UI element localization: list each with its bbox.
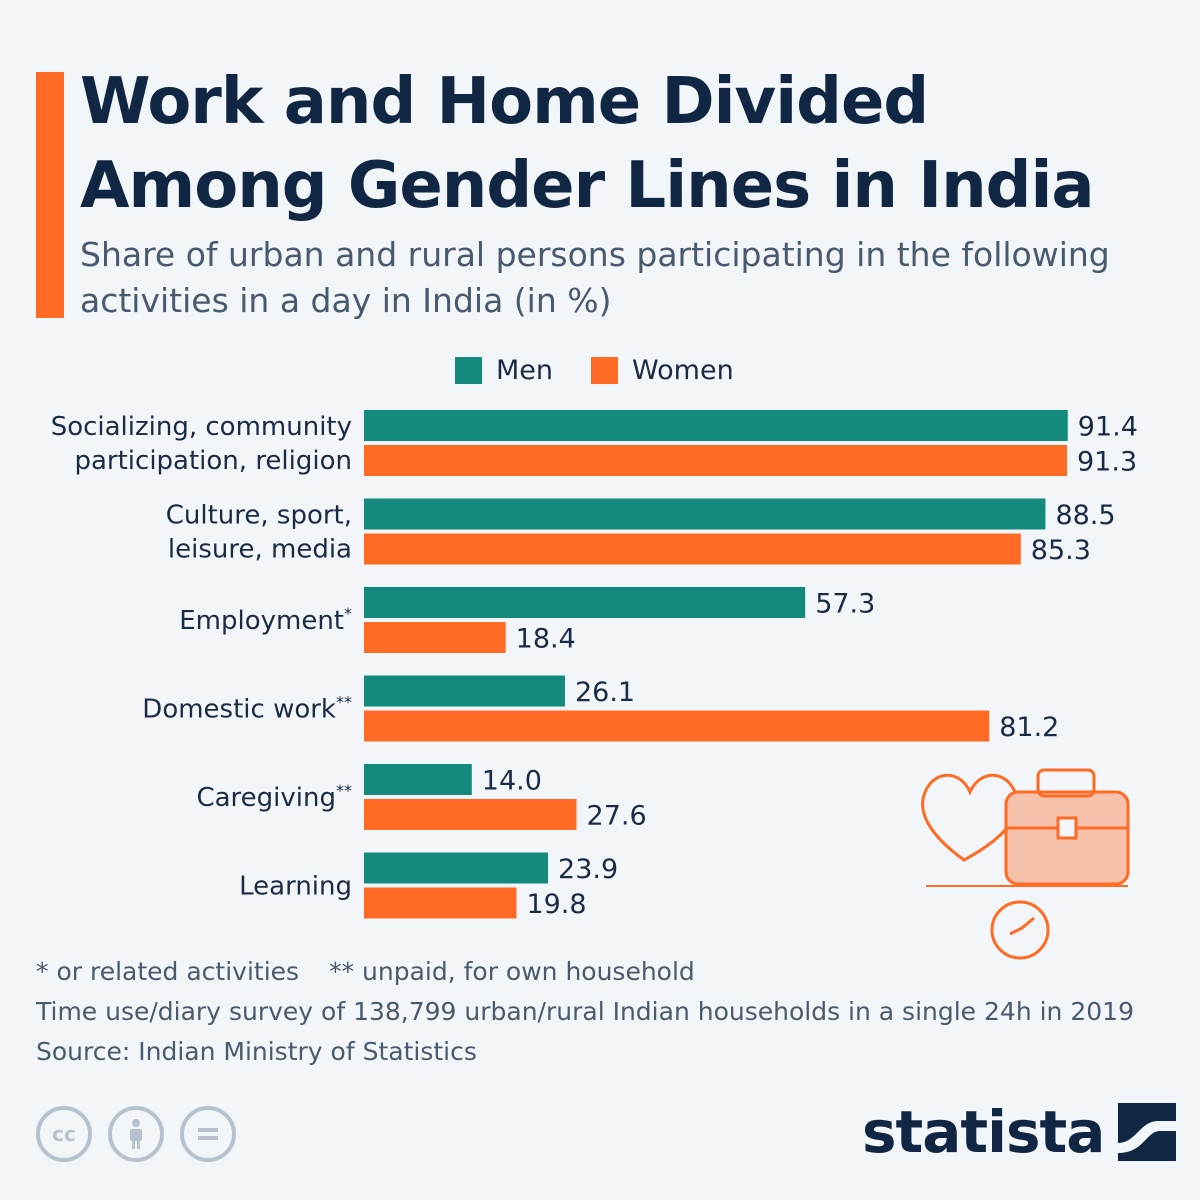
chart-title: Work and Home Divided Among Gender Lines… — [80, 65, 1095, 223]
bar-men — [364, 852, 549, 884]
legend-item-men: Men — [455, 355, 553, 386]
footnote-double-asterisk: ** unpaid, for own household — [329, 957, 695, 986]
value-label-women: 91.3 — [1077, 447, 1137, 478]
footnote-line-1: * or related activities ** unpaid, for ow… — [36, 952, 1186, 992]
value-label-women: 85.3 — [1031, 535, 1091, 566]
value-label-men: 88.5 — [1055, 500, 1115, 531]
footnotes: * or related activities ** unpaid, for ow… — [36, 952, 1186, 1072]
source-note: Source: Indian Ministry of Statistics — [36, 1037, 477, 1066]
category-label: Culture, sport, leisure, media — [166, 501, 352, 565]
bar-chart: Socializing, community participation, rel… — [51, 410, 1138, 920]
bar-women — [364, 533, 1021, 565]
bar-women — [364, 445, 1068, 476]
legend-item-women: Women — [591, 355, 734, 386]
title-accent-bar — [36, 72, 64, 318]
category-label: Domestic work** — [142, 693, 352, 725]
bar-men — [364, 587, 806, 618]
bar-women — [364, 710, 990, 742]
bar-women — [364, 887, 517, 919]
care-work-illustration-icon — [921, 768, 1130, 960]
value-label-men: 23.9 — [558, 854, 618, 885]
bar-men — [364, 498, 1046, 530]
statista-mark-icon — [1118, 1103, 1177, 1161]
no-derivatives-icon[interactable] — [180, 1106, 236, 1162]
value-label-men: 91.4 — [1078, 412, 1138, 443]
legend-swatch-men — [455, 356, 482, 384]
value-label-women: 19.8 — [526, 889, 586, 920]
category-label: Employment* — [179, 604, 352, 636]
value-label-men: 57.3 — [815, 589, 875, 620]
category-label: Learning — [239, 872, 352, 902]
brand-wordmark: statista — [862, 1098, 1105, 1166]
value-label-men: 14.0 — [482, 766, 542, 797]
legend-swatch-women — [591, 356, 619, 384]
category-label: Socializing, community participation, rel… — [51, 412, 352, 476]
survey-note: Time use/diary survey of 138,799 urban/r… — [36, 997, 1134, 1026]
footnote-asterisk: * or related activities — [36, 957, 300, 986]
bar-men — [364, 675, 565, 707]
bar-women — [364, 622, 506, 653]
value-label-women: 81.2 — [999, 712, 1059, 743]
legend-label-men: Men — [496, 354, 554, 386]
cc-icon[interactable]: cc — [36, 1106, 92, 1162]
legend-label-women: Women — [632, 354, 734, 386]
value-label-men: 26.1 — [575, 677, 635, 708]
attribution-icon[interactable] — [108, 1106, 164, 1162]
bar-men — [364, 764, 472, 795]
chart-subtitle: Share of urban and rural persons partici… — [80, 235, 1110, 320]
value-label-women: 27.6 — [587, 801, 647, 832]
legend: Men Women — [455, 352, 772, 388]
license-icons[interactable]: cc — [36, 1106, 252, 1162]
statista-logo[interactable]: statista — [862, 1098, 1177, 1166]
value-label-women: 18.4 — [516, 624, 576, 655]
bar-women — [364, 799, 577, 830]
category-label: Caregiving** — [196, 781, 352, 813]
bar-men — [364, 410, 1068, 441]
